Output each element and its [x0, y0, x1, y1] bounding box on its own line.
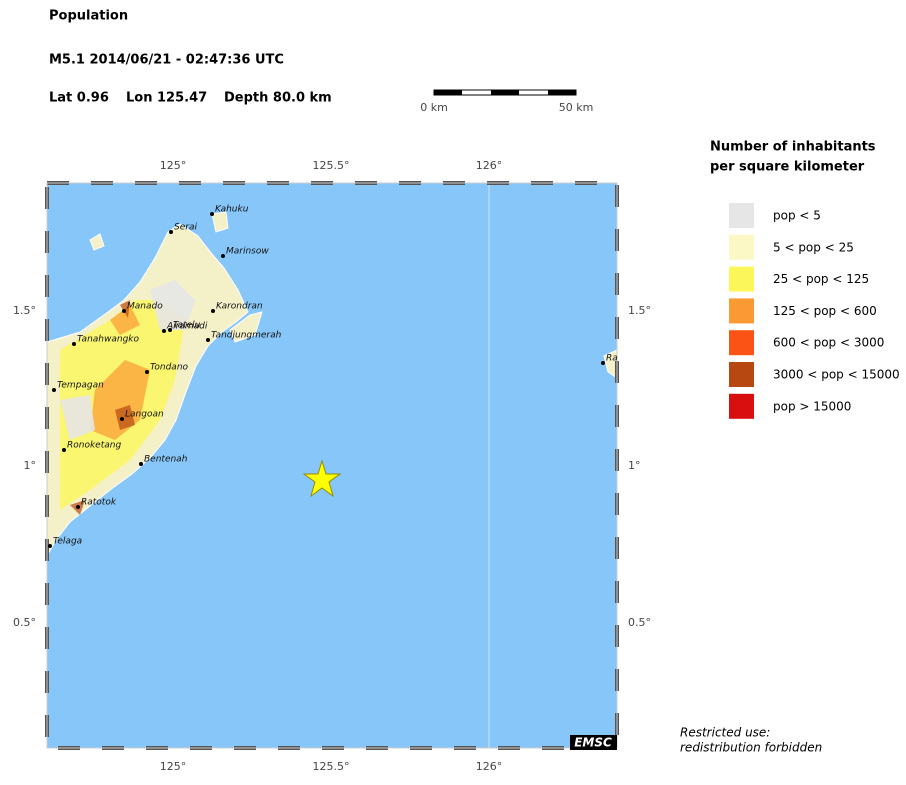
legend-label: 3000 < pop < 15000 [773, 368, 900, 382]
epicenter [302, 459, 342, 498]
city-label: Ra [606, 354, 618, 364]
legend-title: per square kilometer [710, 160, 865, 175]
city-label: Kahuku [215, 205, 249, 215]
city-label: Langoan [125, 410, 164, 420]
city-dot [162, 329, 166, 333]
lat-tick-label: 1° [24, 459, 37, 472]
lon-tick-label: 126° [476, 159, 503, 172]
city-label: Tatelu [173, 321, 201, 331]
legend: pop < 5 5 < pop < 25 25 < pop < 125 125 < p… [729, 203, 900, 419]
badge-bg [570, 735, 617, 750]
island [229, 311, 263, 343]
legend-label: pop > 15000 [773, 399, 851, 413]
land-texture [60, 280, 195, 440]
scale-bar [433, 89, 577, 96]
lon-tick-label: 125° [160, 760, 187, 773]
lat-tick-label: 1° [628, 459, 641, 472]
city-dot [52, 388, 56, 392]
lat: Lat 0.96 [49, 91, 109, 106]
city-dot [48, 544, 52, 548]
city-dot [62, 448, 66, 452]
event: M5.1 2014/06/21 - 02:47:36 UTC [49, 53, 284, 68]
city-dot [122, 309, 126, 313]
legend-label: pop < 5 [773, 209, 821, 223]
city-label: Airamadi [166, 322, 208, 332]
city-label: Tandjungmerah [211, 331, 282, 341]
city-dot [206, 338, 210, 342]
city-label: Marinsow [226, 247, 269, 257]
legend-swatch [729, 203, 754, 228]
lat-tick-label: 0.5° [13, 616, 36, 629]
island [89, 233, 105, 251]
lon-tick-label: 126° [476, 760, 503, 773]
legend-label: 5 < pop < 25 [773, 240, 854, 254]
city-dot [168, 328, 172, 332]
city-dot [169, 230, 173, 234]
lat-tick-label: 1.5° [628, 304, 651, 317]
city-dot [145, 370, 149, 374]
city-label: Ratotok [81, 498, 117, 508]
legend-swatch [729, 298, 754, 324]
city-dot [139, 462, 143, 466]
legend-title: Number of inhabitants [710, 140, 876, 155]
city-label: Telaga [53, 537, 82, 547]
city-dot [76, 505, 80, 509]
depth: Depth 80.0 km [224, 91, 332, 106]
legend-swatch [729, 330, 754, 356]
city-dot [72, 342, 76, 346]
lon-tick-label: 125.5° [313, 760, 350, 773]
city-dot [211, 309, 215, 313]
island [211, 211, 229, 233]
legend-swatch [729, 362, 754, 387]
land-texture [90, 305, 150, 440]
city-dot [120, 417, 124, 421]
map: EMSC [45, 181, 619, 750]
city-label: Manado [127, 302, 163, 312]
legend-label: 25 < pop < 125 [773, 272, 869, 286]
legend-swatch [729, 234, 754, 260]
city-label: Tanahwangko [77, 335, 139, 345]
city-label: Tondano [150, 363, 189, 373]
lon-tick-label: 125.5° [313, 159, 350, 172]
title: Population [49, 9, 128, 24]
frame-inner [46, 182, 618, 749]
legend-label: 600 < pop < 3000 [773, 336, 884, 350]
city-label: Serai [174, 223, 197, 233]
note: redistribution forbidden [680, 741, 822, 755]
city-label: Karondran [216, 302, 263, 312]
badge: EMSC [574, 736, 612, 750]
city-dot [601, 361, 605, 365]
lat-tick-label: 0.5° [628, 616, 651, 629]
note: Restricted use: [680, 726, 770, 740]
city-dot [221, 254, 225, 258]
legend-label: 125 < pop < 600 [773, 304, 877, 318]
legend-swatch [729, 266, 754, 292]
lat-tick-label: 1.5° [13, 304, 36, 317]
city-label: Bentenah [144, 455, 188, 465]
lon-tick-label: 125° [160, 159, 187, 172]
scale-end: 50 km [559, 101, 594, 114]
city-label: Ronoketang [67, 441, 121, 451]
scale-start: 0 km [420, 101, 448, 114]
lon: Lon 125.47 [126, 91, 207, 106]
city-label: Tempagan [57, 381, 104, 391]
legend-swatch [729, 393, 754, 419]
city-dot [210, 212, 214, 216]
